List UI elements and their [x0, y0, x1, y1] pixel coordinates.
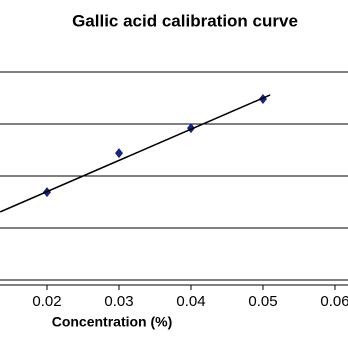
x-tick-label: 0.02 — [32, 293, 61, 310]
x-tick-label: 0.06 — [320, 293, 348, 310]
fit-line — [0, 94, 271, 213]
x-tick-label: 0.03 — [104, 293, 133, 310]
data-point — [114, 148, 123, 159]
x-axis-label: Concentration (%) — [52, 314, 173, 330]
x-tick-label: 0.05 — [248, 293, 277, 310]
x-tick-label: 0.04 — [176, 293, 205, 310]
chart-title: Gallic acid calibration curve — [72, 11, 298, 30]
